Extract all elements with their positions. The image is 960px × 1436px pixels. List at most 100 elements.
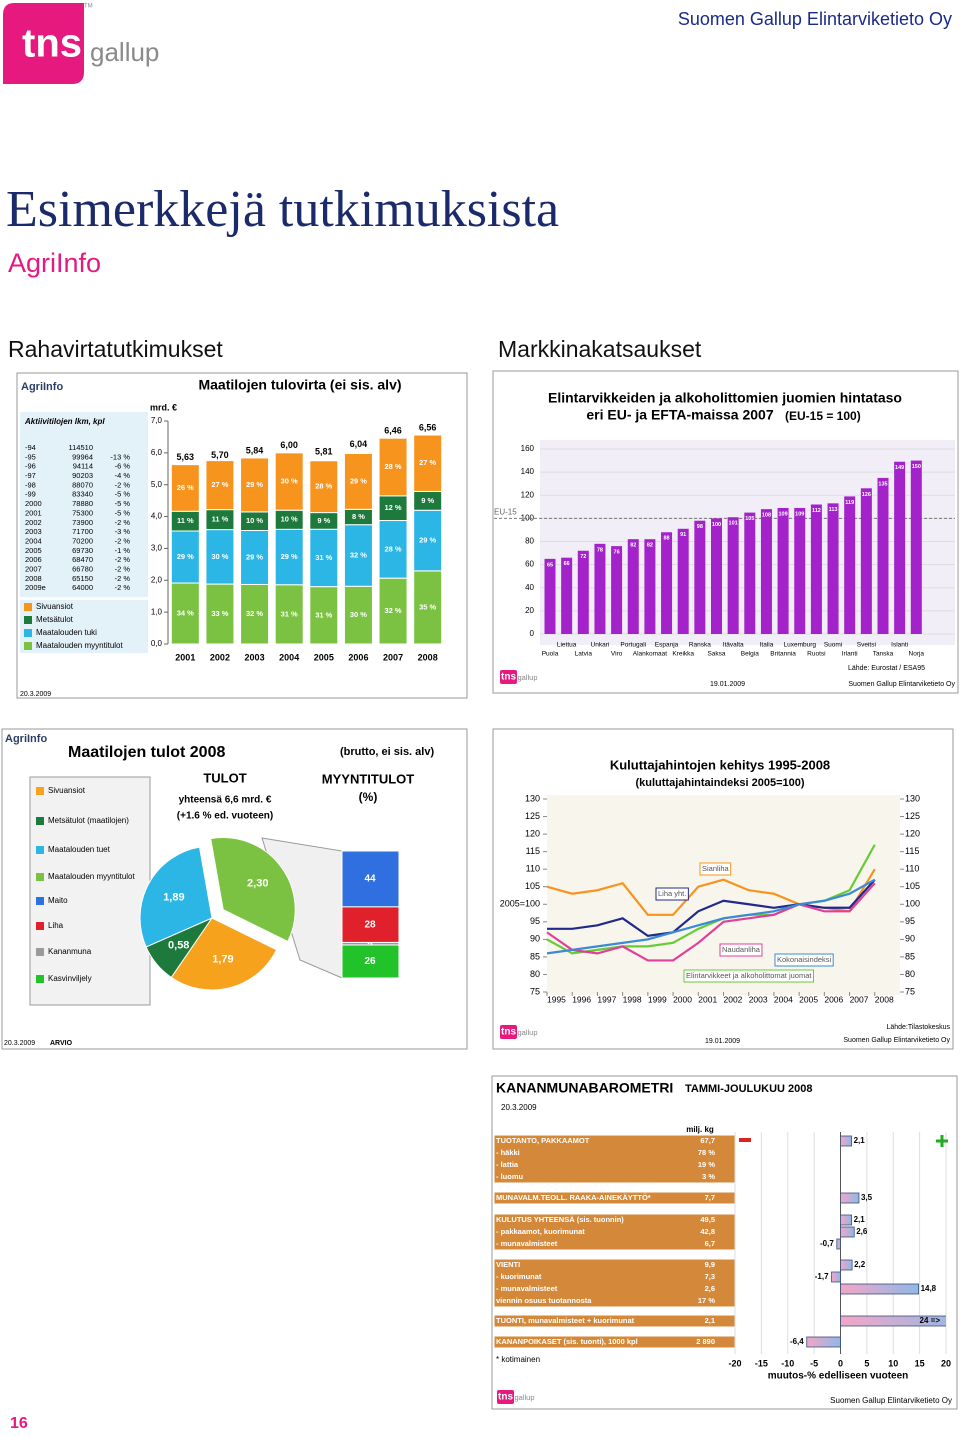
logo-subtext: gallup [515,1393,535,1402]
bar-segment [413,509,443,572]
unit: milj. kg [686,1125,714,1134]
x-tick-label: 15 [915,1358,925,1368]
chart-title: Kuluttajahintojen kehitys 1995-2008 [610,757,830,772]
line-series [546,878,876,955]
reference-label: EU-15 [494,507,517,516]
bar-segment [413,434,443,492]
bar-segment [205,529,235,585]
row-amount: 49,5 [700,1215,715,1224]
bar [827,503,839,634]
bar-segment [240,457,270,513]
table-cell: -6 % [115,462,131,471]
y-tick-label: 85 [530,951,540,961]
data-label: 11 % [177,516,194,525]
data-label: 149 [895,465,904,471]
change-label: 14,8 [921,1284,937,1293]
x-tick-label: 0 [838,1358,843,1368]
bar-segment [240,530,270,585]
x-tick-label: 1995 [547,994,566,1004]
row-label: viennin osuus tuotannosta [496,1296,592,1305]
table-cell: -2 % [115,583,131,592]
data-label: 28 % [385,462,402,471]
legend-label: Liha [48,921,64,930]
data-label: 26 % [177,483,194,492]
data-label: 78 [597,547,603,553]
y-tick-label: 1,0 [151,607,163,616]
date: 20.3.2009 [501,1103,537,1112]
logo-subtext: gallup [518,673,538,682]
table-cell: 68470 [72,555,93,564]
y2-tick-label: 110 [905,864,919,874]
x-tick-label: 2006 [824,994,843,1004]
legend-box [29,776,151,1006]
table-cell: 65150 [72,574,93,583]
bar-segment [274,452,304,511]
legend-label: Kasvinviljely [48,974,92,983]
y-tick-label: 20 [525,606,534,615]
bar-segment [205,460,235,511]
x-tick-label: 10 [888,1358,898,1368]
footnote: * kotimainen [496,1355,540,1364]
row-label: TUOTANTO, PAKKAAMOT [496,1136,590,1145]
y-tick-label: 3,0 [151,544,163,553]
row-label: KULUTUS YHTEENSÄ (sis. tuonnin) [496,1215,624,1224]
data-label: 28 % [315,482,332,491]
x-tick-label: Luxemburg [783,642,816,649]
total-label: 5,84 [246,445,264,455]
bar-segment [309,586,339,645]
x-axis-title: muutos-% edelliseen vuoteen [768,1371,909,1382]
row-amount: 3 % [702,1172,715,1181]
table-cell: -98 [25,480,36,489]
change-bar [831,1271,841,1283]
change-label: 2,1 [854,1215,866,1224]
page-number: 16 [10,1415,28,1432]
data-label: 28 [364,919,376,930]
y-tick-label: 5,0 [151,480,163,489]
x-tick-label: Tanska [873,651,894,658]
x-tick-label: 20 [941,1358,951,1368]
bar-segment [309,460,339,514]
chart-title: Elintarvikkeiden ja alkoholittomien juom… [548,390,902,406]
x-tick-label: Latvia [575,651,593,658]
x-tick-label: Italia [760,642,774,649]
pie-slice [139,846,213,948]
y-tick-label: 115 [526,846,540,856]
brand: AgriInfo [21,381,63,393]
bar [677,528,689,634]
x-tick-label: Sveitsi [857,642,876,649]
change-bar [840,1283,919,1295]
data-label: 29 % [281,552,298,561]
x-tick-label: Portugali [620,642,646,649]
y-tick-label: 0,0 [151,639,163,648]
bar [644,539,656,634]
x-tick-label: Islanti [891,642,908,649]
bar-segment [378,520,408,579]
legend-swatch [36,846,44,854]
legend-swatch [36,817,44,825]
axis-title: mrd. € [150,402,177,412]
bar [794,507,806,634]
logo-text: tns [498,1392,513,1403]
data-label: 29 % [246,480,263,489]
row-amount: 2 890 [696,1337,715,1346]
row-amount: 17 % [698,1296,715,1305]
x-tick-label: Kreikka [672,651,694,658]
page-subtitle: AgriInfo [8,248,101,278]
bar [711,518,722,634]
row-label: - luomu [496,1172,523,1181]
legend-label: Maatalouden myyntitulot [48,872,135,881]
logo-mark [500,1025,517,1039]
data-label: 100 [712,522,721,528]
company-name: Suomen Gallup Elintarviketieto Oy [843,1037,950,1044]
table-cell: 94114 [73,462,93,471]
row-label: - häkki [496,1148,520,1157]
data-label: 10 % [281,515,298,524]
data-label: 27 % [419,458,436,467]
pie-total: yhteensä 6,6 mrd. € [179,795,272,806]
bar [744,512,756,634]
y-tick-label: 2005=100 [500,899,540,909]
bar [694,520,706,634]
data-label: 32 % [246,609,263,618]
y-tick-label: 7,0 [151,416,163,425]
